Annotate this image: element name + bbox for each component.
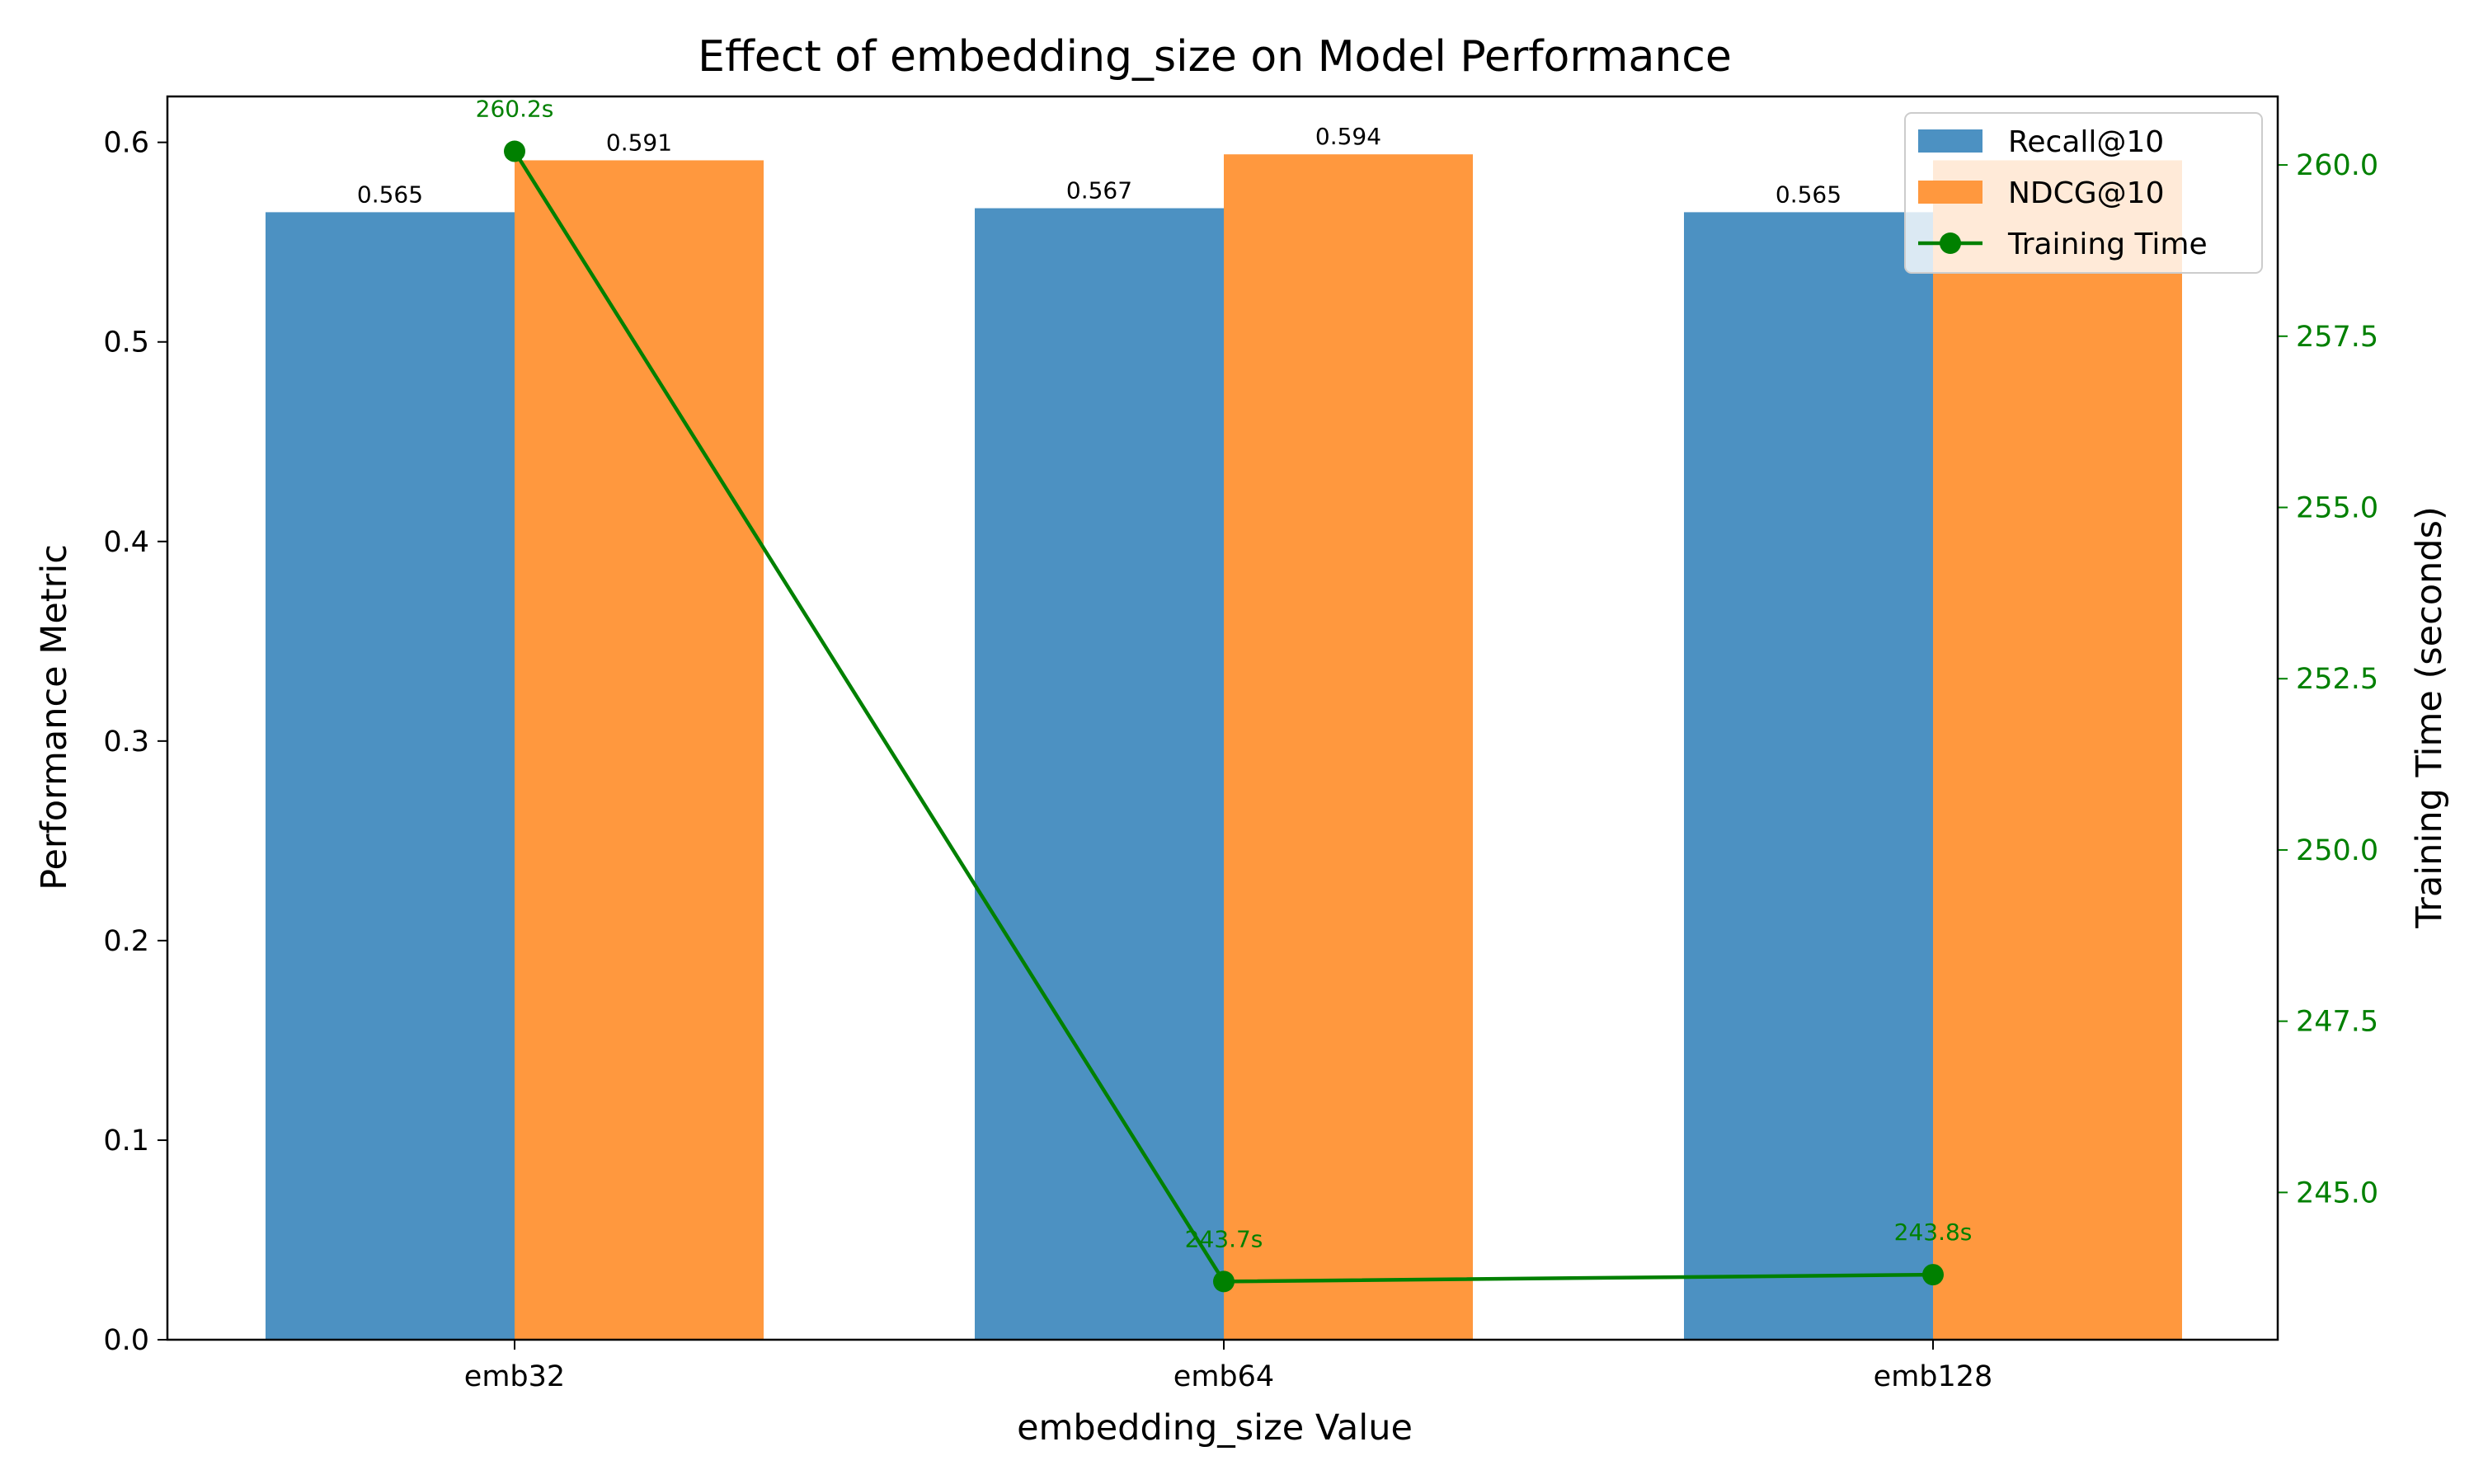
bar-recall-10-emb32 xyxy=(266,212,515,1341)
bar-ndcg-10-emb128 xyxy=(1933,160,2182,1340)
bar-recall-10-emb64 xyxy=(975,208,1224,1341)
bar-value-label: 0.565 xyxy=(357,181,423,208)
legend-label: Recall@10 xyxy=(2008,125,2164,159)
legend-label: Training Time xyxy=(2007,228,2208,261)
bar-value-label: 0.565 xyxy=(1776,181,1841,208)
y-tick-label: 0.1 xyxy=(103,1125,149,1158)
training-time-label: 243.8s xyxy=(1894,1219,1973,1246)
chart-title: Effect of embedding_size on Model Perfor… xyxy=(698,32,1732,82)
y2-tick-label: 252.5 xyxy=(2296,663,2378,696)
x-axis-label: embedding_size Value xyxy=(1017,1407,1413,1449)
y-tick-label: 0.5 xyxy=(103,326,149,359)
legend-box xyxy=(1904,112,2263,274)
x-tick-label: emb64 xyxy=(1174,1360,1274,1393)
training-time-point xyxy=(504,140,525,162)
y-axis-label: Performance Metric xyxy=(34,544,75,890)
bar-recall-10-emb128 xyxy=(1684,212,1933,1341)
y2-tick-label: 257.5 xyxy=(2296,321,2378,354)
bar-value-label: 0.594 xyxy=(1315,123,1381,150)
training-time-label: 260.2s xyxy=(476,95,554,122)
y2-axis-label: Training Time (seconds) xyxy=(2409,506,2450,929)
y2-tick-label: 260.0 xyxy=(2296,149,2378,182)
training-time-point xyxy=(1213,1270,1235,1293)
legend-swatch-recall-10 xyxy=(1918,129,1982,153)
bar-ndcg-10-emb64 xyxy=(1224,154,1473,1341)
bar-ndcg-10-emb32 xyxy=(515,160,764,1340)
y-tick-label: 0.4 xyxy=(103,526,149,559)
y-tick-label: 0.3 xyxy=(103,726,149,758)
x-tick-label: emb128 xyxy=(1874,1360,1993,1393)
y-tick-label: 0.6 xyxy=(103,127,149,160)
bar-value-label: 0.567 xyxy=(1066,177,1132,204)
legend-swatch-marker xyxy=(1940,232,1961,254)
y2-tick-label: 255.0 xyxy=(2296,492,2378,525)
y2-tick-label: 250.0 xyxy=(2296,834,2378,867)
plot-frame xyxy=(166,95,2279,1341)
training-time-point xyxy=(1922,1264,1944,1286)
training-time-label: 243.7s xyxy=(1185,1225,1263,1252)
y-tick-label: 0.2 xyxy=(103,925,149,958)
y2-tick-label: 247.5 xyxy=(2296,1006,2378,1039)
bar-value-label: 0.591 xyxy=(606,129,672,156)
legend-swatch-ndcg-10 xyxy=(1918,181,1982,204)
y2-tick-label: 245.0 xyxy=(2296,1176,2378,1209)
x-tick-label: emb32 xyxy=(464,1360,565,1393)
legend-label: NDCG@10 xyxy=(2008,176,2165,210)
y-tick-label: 0.0 xyxy=(103,1324,149,1357)
